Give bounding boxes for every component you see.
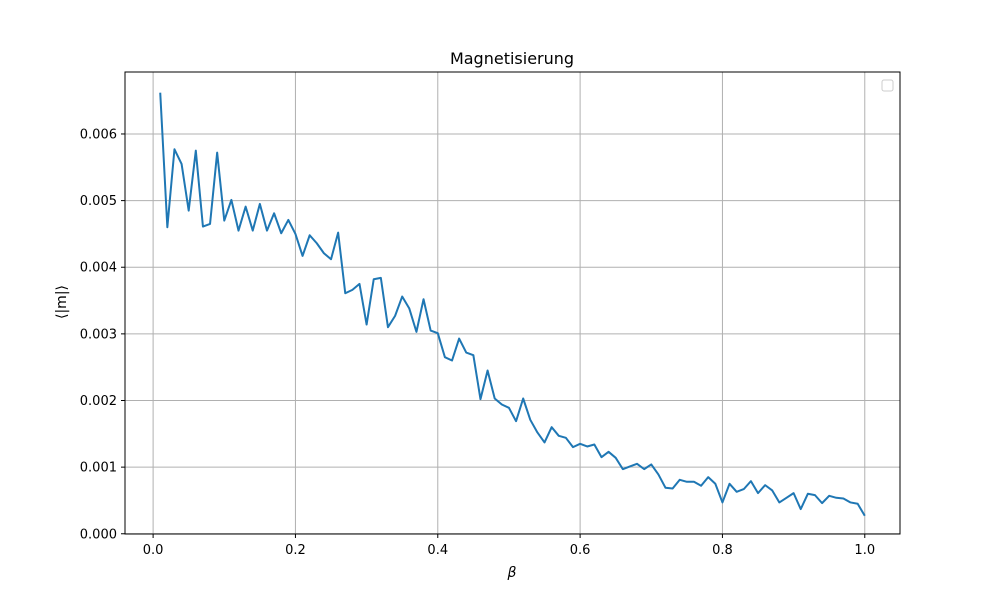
x-tick-label: 0.2 — [285, 543, 306, 558]
series-layer — [159, 92, 866, 517]
y-tick-label: 0.001 — [80, 461, 117, 476]
grid — [125, 72, 900, 535]
legend-box — [881, 79, 894, 92]
x-tick-label: 0.6 — [570, 543, 591, 558]
y-tick-label: 0.000 — [80, 527, 117, 542]
chart-title: Magnetisierung — [450, 49, 574, 68]
x-tick-label: 0.8 — [712, 543, 733, 558]
y-axis-ticks: 0.000 0.001 0.002 0.003 0.004 0.005 0.006 — [80, 127, 125, 542]
y-axis-label: ⟨|m|⟩ — [54, 285, 70, 319]
y-tick-label: 0.006 — [80, 127, 117, 142]
x-tick-label: 0.0 — [143, 543, 164, 558]
y-tick-label: 0.005 — [80, 194, 117, 209]
x-tick-label: 1.0 — [854, 543, 875, 558]
y-tick-label: 0.003 — [80, 327, 117, 342]
y-tick-label: 0.002 — [80, 394, 117, 409]
x-axis-ticks: 0.0 0.2 0.4 0.6 0.8 1.0 — [143, 534, 875, 558]
axes-frame — [124, 71, 901, 535]
x-tick-label: 0.4 — [427, 543, 448, 558]
y-tick-label: 0.004 — [80, 261, 117, 276]
x-axis-label: β — [507, 565, 517, 581]
series-line — [159, 92, 866, 517]
